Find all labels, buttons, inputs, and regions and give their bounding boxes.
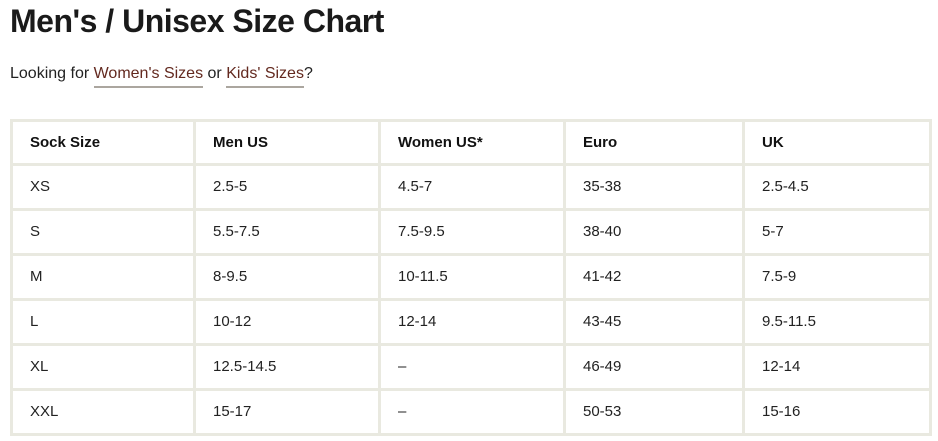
cell-euro: 35-38 <box>563 162 745 211</box>
cell-women-us: 10-11.5 <box>378 252 566 301</box>
cell-euro: 50-53 <box>563 387 745 436</box>
cell-uk: 15-16 <box>742 387 932 436</box>
cell-uk: 12-14 <box>742 342 932 391</box>
cell-uk: 2.5-4.5 <box>742 162 932 211</box>
cell-uk: 5-7 <box>742 207 932 256</box>
table-row-l: L 10-12 12-14 43-45 9.5-11.5 <box>10 297 932 346</box>
cell-men-us: 8-9.5 <box>193 252 381 301</box>
cell-men-us: 5.5-7.5 <box>193 207 381 256</box>
cell-men-us: 2.5-5 <box>193 162 381 211</box>
cell-women-us: 7.5-9.5 <box>378 207 566 256</box>
cell-women-us: – <box>378 387 566 436</box>
looking-for-line: Looking for Women's Sizes or Kids' Sizes… <box>10 64 929 88</box>
column-header-men-us: Men US <box>193 118 381 166</box>
cell-euro: 38-40 <box>563 207 745 256</box>
cell-size: XL <box>10 342 196 391</box>
or-text: or <box>203 64 227 82</box>
column-header-women-us: Women US* <box>378 118 566 166</box>
column-header-euro: Euro <box>563 118 745 166</box>
cell-size: XXL <box>10 387 196 436</box>
cell-men-us: 12.5-14.5 <box>193 342 381 391</box>
cell-size: S <box>10 207 196 256</box>
cell-women-us: – <box>378 342 566 391</box>
table-row-xl: XL 12.5-14.5 – 46-49 12-14 <box>10 342 932 391</box>
cell-size: XS <box>10 162 196 211</box>
column-header-uk: UK <box>742 118 932 166</box>
cell-uk: 7.5-9 <box>742 252 932 301</box>
table-row-xxl: XXL 15-17 – 50-53 15-16 <box>10 387 932 436</box>
cell-men-us: 10-12 <box>193 297 381 346</box>
table-row-m: M 8-9.5 10-11.5 41-42 7.5-9 <box>10 252 932 301</box>
column-header-sock-size: Sock Size <box>10 118 196 166</box>
table-row-xs: XS 2.5-5 4.5-7 35-38 2.5-4.5 <box>10 162 932 211</box>
cell-women-us: 12-14 <box>378 297 566 346</box>
kids-sizes-link[interactable]: Kids' Sizes <box>226 64 304 88</box>
question-mark-text: ? <box>303 64 313 82</box>
cell-euro: 41-42 <box>563 252 745 301</box>
cell-euro: 46-49 <box>563 342 745 391</box>
table-header-row: Sock Size Men US Women US* Euro UK <box>10 118 932 166</box>
table-row-s: S 5.5-7.5 7.5-9.5 38-40 5-7 <box>10 207 932 256</box>
cell-uk: 9.5-11.5 <box>742 297 932 346</box>
cell-men-us: 15-17 <box>193 387 381 436</box>
page-title: Men's / Unisex Size Chart <box>10 3 384 39</box>
cell-size: L <box>10 297 196 346</box>
womens-sizes-link[interactable]: Women's Sizes <box>93 64 204 88</box>
cell-women-us: 4.5-7 <box>378 162 566 211</box>
cell-euro: 43-45 <box>563 297 745 346</box>
size-chart-table: Sock Size Men US Women US* Euro UK XS 2.… <box>10 118 932 436</box>
cell-size: M <box>10 252 196 301</box>
looking-for-text: Looking for <box>10 64 94 82</box>
